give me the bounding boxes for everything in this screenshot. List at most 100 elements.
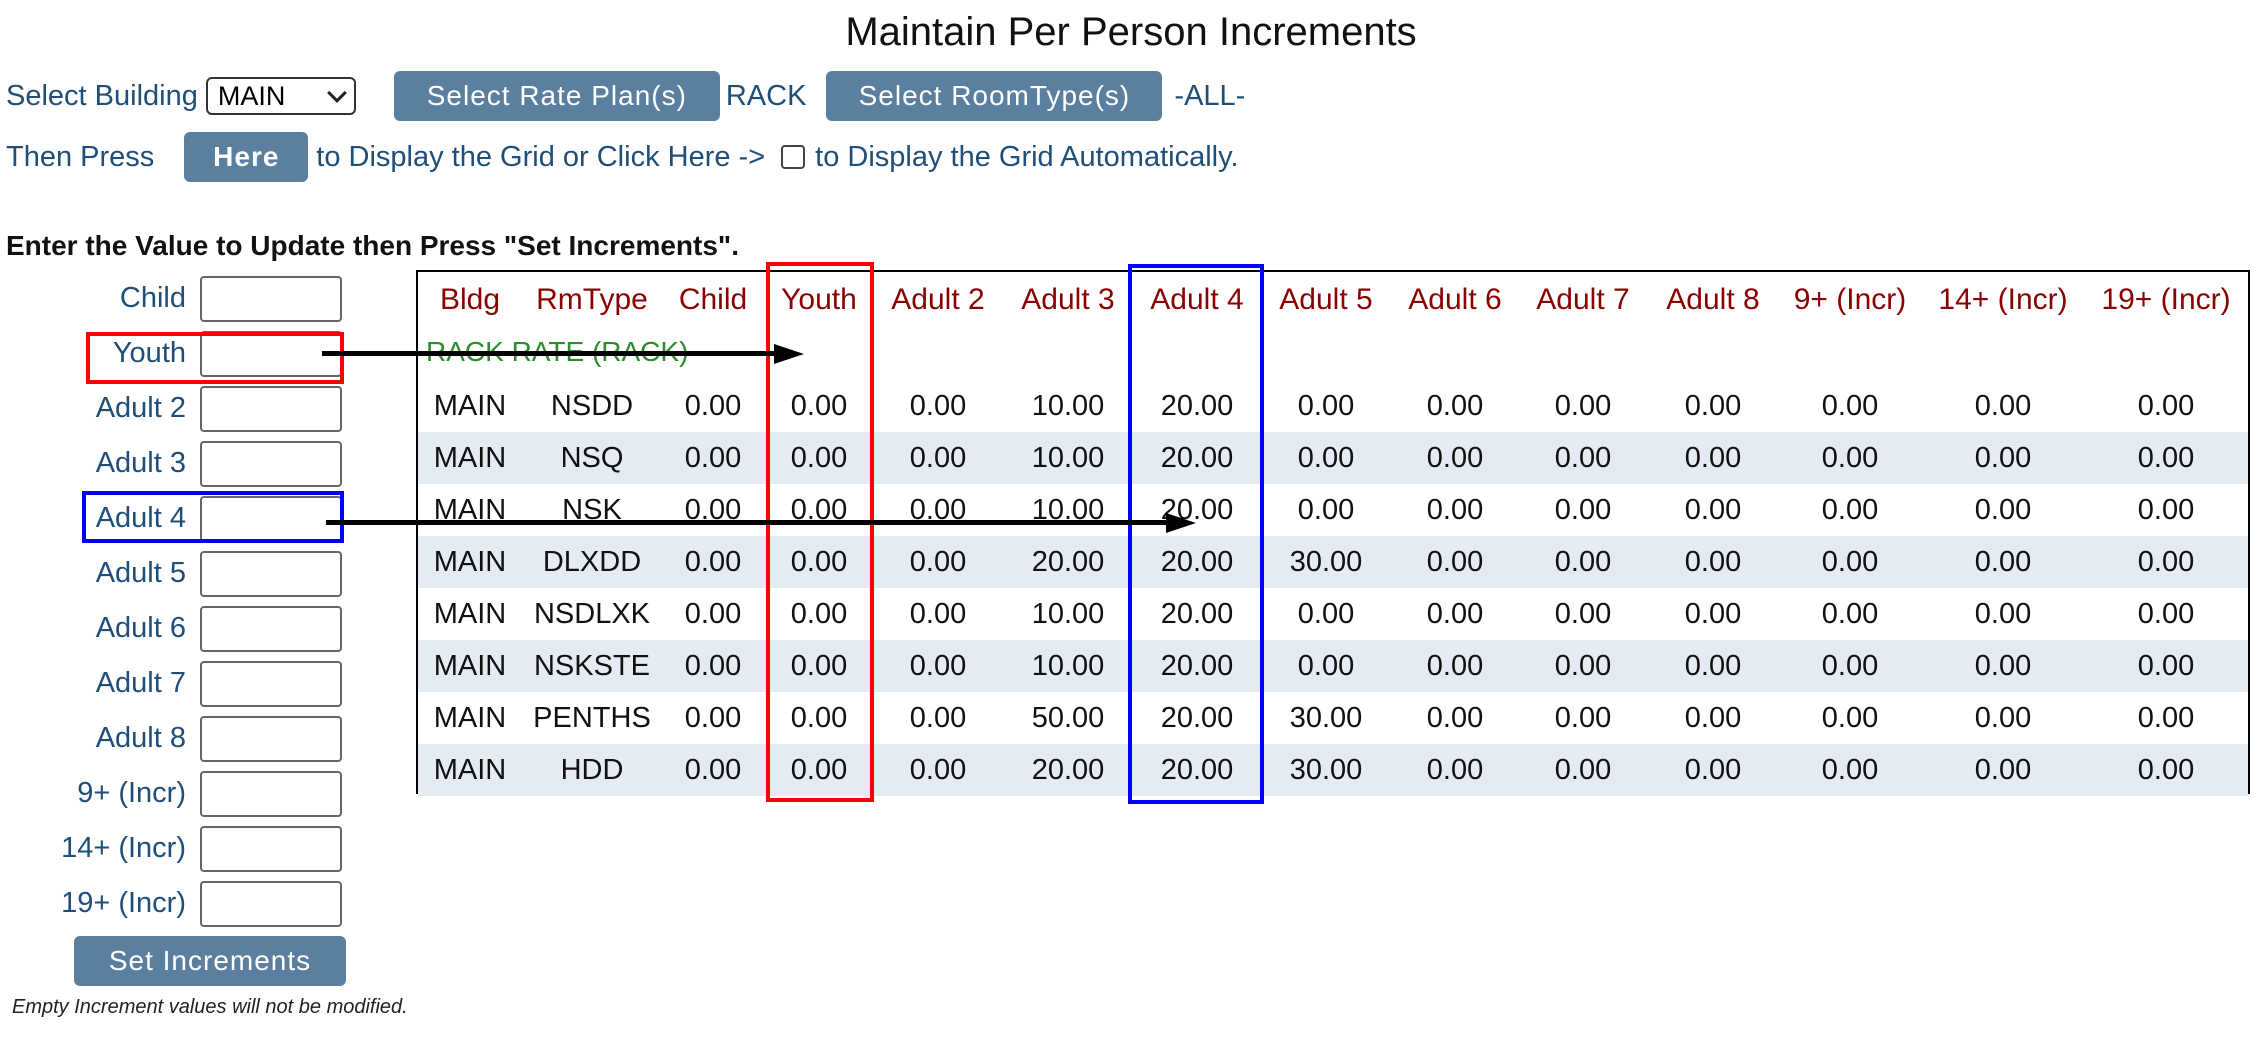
table-cell: 0.00 xyxy=(1426,650,1484,682)
set-increments-button[interactable]: Set Increments xyxy=(74,936,346,986)
table-cell: 0.00 xyxy=(1684,650,1742,682)
table-cell: 0.00 xyxy=(2137,390,2195,422)
increment-input[interactable] xyxy=(200,771,342,817)
page-title: Maintain Per Person Increments xyxy=(845,10,1417,54)
table-cell: MAIN xyxy=(433,546,507,578)
increment-input[interactable] xyxy=(200,606,342,652)
roomtype-value: -ALL- xyxy=(1174,79,1246,112)
increment-label: Adult 8 xyxy=(95,722,186,754)
increment-label: Adult 6 xyxy=(95,612,186,644)
table-cell: 0.00 xyxy=(684,702,742,734)
table-cell: 0.00 xyxy=(1974,598,2032,630)
here-button[interactable]: Here xyxy=(184,132,309,182)
increment-input[interactable] xyxy=(200,441,342,487)
table-cell: 0.00 xyxy=(1821,754,1879,786)
youth-column-highlight xyxy=(766,262,874,802)
table-cell: 0.00 xyxy=(1974,650,2032,682)
table-cell: 0.00 xyxy=(1974,390,2032,422)
increment-input[interactable] xyxy=(200,551,342,597)
table-cell: MAIN xyxy=(433,442,507,474)
increment-input[interactable] xyxy=(200,826,342,872)
increment-label: Adult 2 xyxy=(95,392,186,424)
table-cell: 10.00 xyxy=(1031,650,1105,682)
column-header: Bldg xyxy=(439,283,501,316)
increment-input[interactable] xyxy=(200,881,342,927)
table-cell: 0.00 xyxy=(1821,494,1879,526)
table-cell: 0.00 xyxy=(1426,442,1484,474)
table-cell: 0.00 xyxy=(1974,546,2032,578)
table-cell: 0.00 xyxy=(1684,390,1742,422)
select-rate-plan-button[interactable]: Select Rate Plan(s) xyxy=(393,71,720,121)
column-header: Adult 4 xyxy=(1150,283,1244,316)
table-cell: 0.00 xyxy=(2137,754,2195,786)
table-cell: 0.00 xyxy=(1554,702,1612,734)
table-cell: 0.00 xyxy=(2137,598,2195,630)
table-row-band xyxy=(418,744,2248,796)
table-cell: 0.00 xyxy=(684,442,742,474)
table-cell: DLXDD xyxy=(542,546,642,578)
building-select-value: MAIN xyxy=(217,80,286,111)
increment-input[interactable] xyxy=(200,661,342,707)
table-cell: 0.00 xyxy=(1684,754,1742,786)
table-cell: 20.00 xyxy=(1160,702,1234,734)
table-cell: 0.00 xyxy=(1684,546,1742,578)
column-header: Child xyxy=(678,283,748,316)
table-cell: 20.00 xyxy=(1160,546,1234,578)
table-cell: 0.00 xyxy=(909,390,967,422)
adult4-field-highlight xyxy=(82,491,344,543)
column-header: Adult 7 xyxy=(1536,283,1630,316)
table-cell: 0.00 xyxy=(684,650,742,682)
increment-input[interactable] xyxy=(200,716,342,762)
column-header: Youth xyxy=(781,283,857,316)
youth-field-highlight xyxy=(86,332,344,384)
select-roomtype-button[interactable]: Select RoomType(s) xyxy=(826,71,1163,121)
table-cell: 0.00 xyxy=(1297,598,1355,630)
table-cell: 0.00 xyxy=(1554,650,1612,682)
increment-input[interactable] xyxy=(200,496,342,542)
table-cell: 20.00 xyxy=(1160,754,1234,786)
table-cell: MAIN xyxy=(433,650,507,682)
table-cell: 0.00 xyxy=(2137,442,2195,474)
rate-plan-value: RACK xyxy=(725,79,807,112)
column-header: Adult 3 xyxy=(1021,283,1115,316)
building-select[interactable]: MAIN xyxy=(205,77,356,115)
table-cell: 0.00 xyxy=(684,390,742,422)
table-cell: 0.00 xyxy=(1684,442,1742,474)
footnote: Empty Increment values will not be modif… xyxy=(12,996,408,1018)
display-row: Then Press Here to Display the Grid or C… xyxy=(6,131,1239,183)
table-cell: 0.00 xyxy=(909,442,967,474)
table-cell: MAIN xyxy=(433,390,507,422)
column-header: 14+ (Incr) xyxy=(1938,283,2068,316)
increment-label: Adult 5 xyxy=(95,557,186,589)
filter-row: Select Building MAIN Select Rate Plan(s)… xyxy=(6,70,1245,122)
table-cell: 0.00 xyxy=(2137,650,2195,682)
increment-input[interactable] xyxy=(200,276,342,322)
increment-instructions: Enter the Value to Update then Press "Se… xyxy=(6,230,739,261)
table-cell: 0.00 xyxy=(1426,390,1484,422)
table-cell: HDD xyxy=(560,754,624,786)
table-cell: 0.00 xyxy=(684,598,742,630)
table-cell: MAIN xyxy=(433,754,507,786)
increment-label: Youth xyxy=(112,337,186,369)
table-cell: 20.00 xyxy=(1160,650,1234,682)
table-cell: 0.00 xyxy=(1426,598,1484,630)
table-cell: 0.00 xyxy=(790,650,848,682)
adult4-column-highlight xyxy=(1128,264,1264,804)
table-cell: NSDLXK xyxy=(533,598,651,630)
auto-display-checkbox[interactable] xyxy=(781,145,806,169)
table-cell: 0.00 xyxy=(790,702,848,734)
building-label: Select Building xyxy=(6,79,198,112)
table-cell: 0.00 xyxy=(909,598,967,630)
increment-label: Child xyxy=(119,282,186,314)
table-cell: 0.00 xyxy=(1821,442,1879,474)
table-cell: 30.00 xyxy=(1289,702,1363,734)
table-cell: NSDD xyxy=(550,390,634,422)
adult4-arrow-line xyxy=(326,520,1168,525)
table-cell: 0.00 xyxy=(1821,650,1879,682)
table-cell: MAIN xyxy=(433,598,507,630)
increment-label: 19+ (Incr) xyxy=(61,887,186,919)
table-cell: 0.00 xyxy=(1297,494,1355,526)
table-cell: 0.00 xyxy=(909,650,967,682)
table-cell: 30.00 xyxy=(1289,754,1363,786)
increment-input[interactable] xyxy=(200,386,342,432)
